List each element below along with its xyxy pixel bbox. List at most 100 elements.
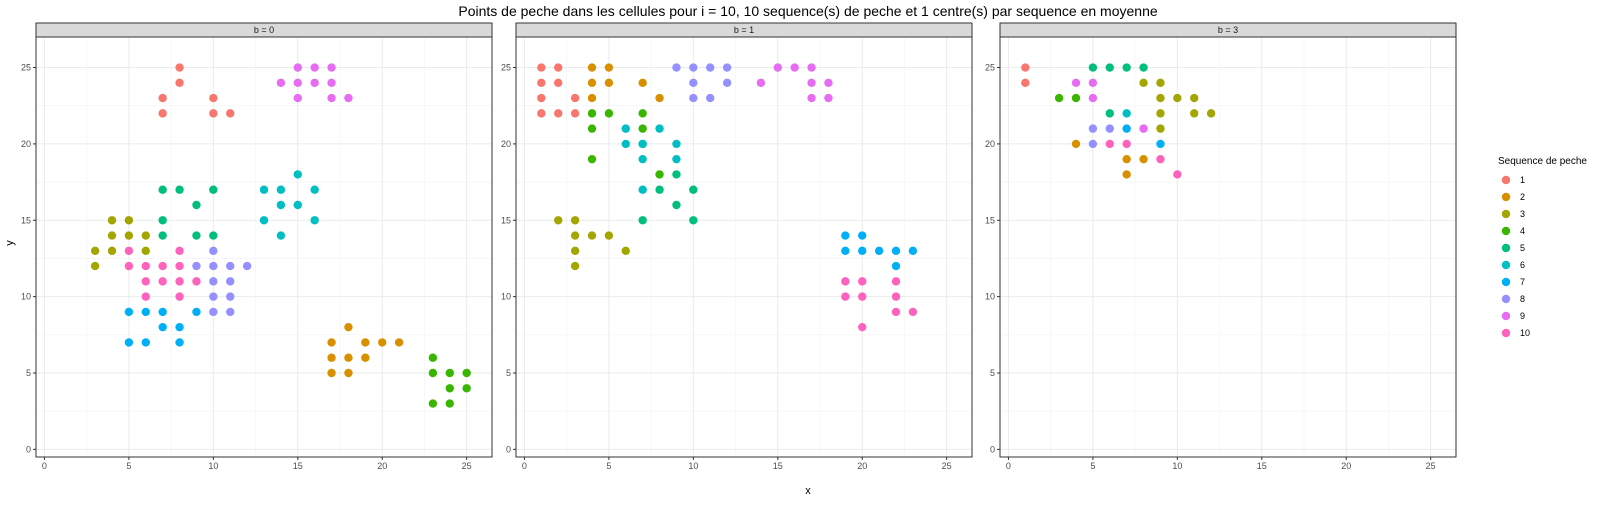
legend-item-6: 6 — [1501, 260, 1525, 270]
data-point-seq-5 — [672, 200, 681, 210]
facet-panel-2: b = 3 0 5 10 15 20 25 0 5 10 15 20 25 — [985, 22, 1457, 471]
data-point-seq-6 — [259, 216, 269, 225]
legend-label: 6 — [1520, 260, 1525, 270]
plot-background — [516, 37, 972, 457]
x-tick-label: 10 — [208, 461, 218, 471]
data-point-seq-5 — [209, 231, 218, 240]
data-point-seq-4 — [604, 109, 614, 118]
data-point-seq-1 — [226, 109, 235, 118]
y-tick-label: 0 — [26, 444, 31, 454]
legend-label: 7 — [1520, 277, 1525, 287]
data-point-seq-3 — [107, 216, 117, 225]
data-point-seq-7 — [1122, 124, 1131, 133]
x-tick-label: 20 — [857, 461, 867, 471]
x-axis-title: x — [805, 485, 811, 497]
data-point-seq-2 — [1122, 170, 1131, 179]
grid-lines — [1000, 37, 1456, 457]
data-point-seq-9 — [276, 78, 286, 88]
data-point-seq-9 — [327, 93, 336, 103]
data-point-seq-8 — [209, 307, 218, 317]
data-point-seq-3 — [1190, 109, 1199, 118]
data-point-seq-4 — [445, 399, 454, 408]
data-point-seq-9 — [790, 63, 799, 72]
data-point-seq-8 — [209, 246, 218, 256]
data-point-seq-8 — [706, 93, 715, 103]
data-point-seq-6 — [310, 185, 319, 194]
data-point-seq-1 — [1021, 78, 1030, 88]
x-tick-label: 5 — [126, 461, 131, 471]
panel-border — [515, 36, 973, 458]
data-point-seq-9 — [824, 78, 833, 88]
data-point-seq-2 — [1071, 139, 1081, 149]
panel-border — [35, 36, 493, 458]
x-tick-label: 15 — [1257, 461, 1267, 471]
data-point-seq-5 — [1139, 63, 1148, 72]
data-point-seq-3 — [1156, 124, 1165, 133]
data-point-seq-6 — [638, 139, 647, 149]
data-point-seq-2 — [327, 368, 336, 378]
data-point-seq-9 — [327, 63, 336, 72]
data-point-seq-10 — [158, 261, 167, 271]
data-point-seq-1 — [554, 78, 563, 88]
data-point-seq-5 — [192, 231, 201, 240]
data-point-seq-6 — [672, 154, 681, 164]
data-point-seq-2 — [394, 338, 404, 347]
data-point-seq-6 — [638, 185, 647, 194]
facet-strip-label: b = 0 — [254, 25, 274, 35]
x-tick-label: 25 — [942, 461, 952, 471]
legend-item-8: 8 — [1501, 294, 1525, 304]
y-axis-title: y — [4, 240, 16, 246]
data-point-seq-5 — [158, 185, 167, 194]
data-point-seq-2 — [344, 353, 353, 362]
data-point-seq-1 — [537, 78, 546, 88]
data-point-seq-1 — [175, 63, 184, 72]
legend-label: 2 — [1520, 192, 1525, 202]
data-point-seq-7 — [841, 246, 850, 256]
data-point-seq-6 — [276, 200, 286, 210]
data-point-seq-2 — [587, 78, 597, 88]
data-point-seq-7 — [891, 246, 901, 256]
data-point-seq-1 — [175, 78, 184, 88]
facet-panels: b = 0 0 5 10 15 20 25 0 5 10 15 20 25 b = 1 0 5 10 15 20 25… — [21, 22, 1457, 471]
data-point-seq-9 — [824, 93, 833, 103]
legend-item-3: 3 — [1501, 209, 1525, 219]
legend-label: 10 — [1520, 328, 1530, 338]
legend-key — [1501, 243, 1511, 253]
data-point-seq-3 — [1156, 78, 1165, 88]
data-point-seq-3 — [604, 231, 614, 240]
data-point-seq-10 — [858, 322, 867, 332]
data-point-seq-5 — [672, 170, 681, 179]
data-point-seq-10 — [175, 261, 184, 271]
data-point-seq-9 — [344, 93, 353, 103]
data-point-seq-5 — [158, 216, 167, 225]
data-point-seq-1 — [554, 109, 563, 118]
data-point-seq-6 — [310, 216, 319, 225]
legend-item-9: 9 — [1501, 311, 1525, 321]
data-point-seq-7 — [124, 338, 134, 347]
y-tick-label: 0 — [506, 444, 511, 454]
data-point-seq-10 — [141, 277, 150, 286]
y-tick-label: 20 — [21, 139, 31, 149]
data-point-seq-8 — [226, 292, 235, 301]
x-tick-label: 0 — [42, 461, 47, 471]
data-point-seq-1 — [570, 109, 580, 118]
legend-label: 9 — [1520, 311, 1525, 321]
data-point-seq-9 — [1071, 78, 1081, 88]
y-tick-label: 10 — [21, 292, 31, 302]
legend-label: 4 — [1520, 226, 1525, 236]
data-point-seq-9 — [293, 63, 302, 72]
y-tick-label: 10 — [501, 292, 511, 302]
data-point-seq-3 — [124, 231, 134, 240]
data-point-seq-8 — [1088, 124, 1098, 133]
data-point-seq-9 — [1139, 124, 1148, 133]
data-point-seq-3 — [1156, 93, 1165, 103]
data-point-seq-6 — [638, 154, 647, 164]
data-point-seq-10 — [141, 292, 150, 301]
data-point-seq-3 — [90, 246, 100, 256]
data-point-seq-8 — [242, 261, 252, 271]
data-point-seq-7 — [874, 246, 884, 256]
data-point-seq-9 — [807, 78, 816, 88]
data-point-seq-6 — [621, 139, 630, 149]
data-point-seq-1 — [158, 109, 167, 118]
